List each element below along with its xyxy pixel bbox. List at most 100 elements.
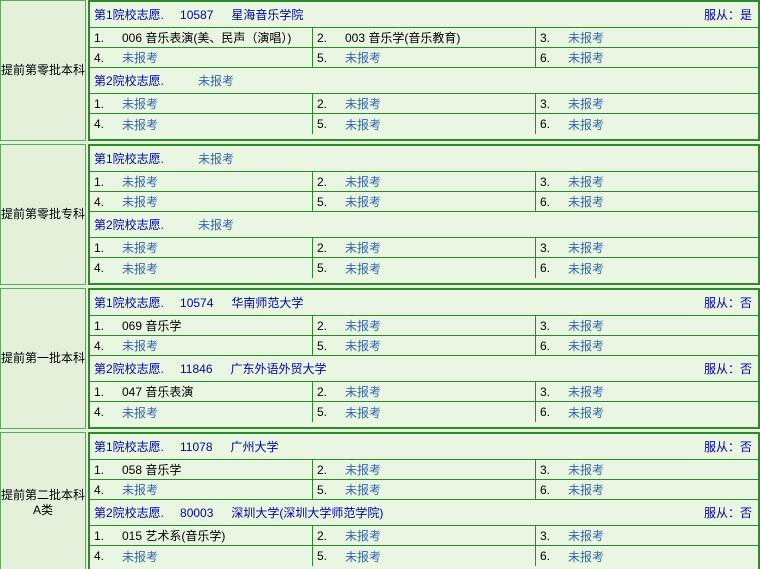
- majors-row: 1. 058 音乐学 2. 未报考 3. 未报考: [90, 460, 758, 480]
- major-cell: 2. 未报考: [313, 238, 536, 257]
- major-text: 未报考: [568, 405, 605, 420]
- major-cell: 1. 069 音乐学: [90, 316, 313, 335]
- major-number: 2.: [317, 240, 328, 255]
- batch-section-early-first-undergrad: 提前第一批本科 第1院校志愿. 10574 华南师范大学 服从：否 1. 069 …: [0, 288, 760, 429]
- major-cell: 1. 058 音乐学: [90, 460, 313, 479]
- major-number: 1.: [94, 384, 105, 399]
- major-cell: 3. 未报考: [536, 28, 758, 47]
- major-cell: 6. 未报考: [536, 48, 758, 67]
- major-cell: 1. 未报考: [90, 238, 313, 257]
- major-cell: 4. 未报考: [90, 546, 313, 566]
- major-number: 2.: [317, 384, 328, 399]
- batch-label: 提前第二批本科A类: [0, 432, 86, 569]
- college-choice-title: 第2院校志愿.: [94, 218, 165, 232]
- college-choice-header: 第1院校志愿. 11078 广州大学 服从：否: [90, 434, 758, 460]
- major-number: 1.: [94, 174, 105, 189]
- college-choice-header: 第2院校志愿. 80003 深圳大学(深圳大学师范学院) 服从：否: [90, 500, 758, 526]
- major-cell: 2. 未报考: [313, 526, 536, 545]
- major-number: 5.: [317, 405, 328, 419]
- college-choice-title: 第2院校志愿.: [94, 506, 165, 520]
- major-cell: 4. 未报考: [90, 258, 313, 278]
- major-number: 3.: [540, 30, 551, 45]
- majors-row: 1. 047 音乐表演 2. 未报考 3. 未报考: [90, 382, 758, 402]
- major-cell: 4. 未报考: [90, 48, 313, 67]
- college-name: 华南师范大学: [231, 296, 304, 310]
- major-text: 未报考: [345, 261, 382, 276]
- major-number: 3.: [540, 96, 551, 111]
- major-text: 未报考: [345, 175, 382, 189]
- major-number: 5.: [317, 117, 328, 131]
- major-number: 6.: [540, 50, 551, 65]
- batch-section-early-zero-undergrad: 提前第零批本科 第1院校志愿. 10587 星海音乐学院 服从：是 1. 006 …: [0, 0, 760, 141]
- major-number: 4.: [94, 261, 105, 275]
- major-cell: 6. 未报考: [536, 480, 758, 499]
- major-number: 6.: [540, 194, 551, 209]
- major-cell: 3. 未报考: [536, 316, 758, 335]
- college-choice-title: 第2院校志愿.: [94, 362, 165, 376]
- major-cell: 1. 047 音乐表演: [90, 382, 313, 401]
- major-cell: 5. 未报考: [313, 336, 536, 355]
- major-number: 4.: [94, 338, 105, 353]
- obey-status: 服从：否: [703, 506, 752, 520]
- batch-label: 提前第零批本科: [0, 0, 86, 141]
- choices-table: 第1院校志愿. 10574 华南师范大学 服从：否 1. 069 音乐学 2. 未报…: [88, 288, 760, 429]
- college-choice-title: 第1院校志愿.: [94, 296, 165, 310]
- majors-row: 1. 未报考 2. 未报考 3. 未报考: [90, 238, 758, 258]
- major-text: 未报考: [568, 31, 605, 45]
- major-cell: 5. 未报考: [313, 480, 536, 499]
- major-text: 未报考: [345, 463, 382, 477]
- major-text: 未报考: [122, 549, 159, 564]
- major-text: 未报考: [568, 241, 605, 255]
- major-number: 4.: [94, 482, 105, 497]
- majors-row: 4. 未报考 5. 未报考 6. 未报考: [90, 402, 758, 422]
- major-cell: 3. 未报考: [536, 382, 758, 401]
- college-choice-title: 第1院校志愿.: [94, 8, 165, 22]
- major-number: 6.: [540, 338, 551, 353]
- major-cell: 6. 未报考: [536, 192, 758, 211]
- major-number: 2.: [317, 318, 328, 333]
- major-text: 未报考: [568, 463, 605, 477]
- major-text: 未报考: [345, 195, 382, 209]
- batch-label: 提前第零批专科: [0, 144, 86, 285]
- major-cell: 2. 未报考: [313, 460, 536, 479]
- choices-table: 第1院校志愿. 未报考 1. 未报考 2. 未报考 3. 未报考 4. 未报考 5. 未报…: [88, 144, 760, 285]
- major-text: 未报考: [345, 51, 382, 65]
- major-text: 未报考: [122, 51, 159, 65]
- major-text: 未报考: [568, 117, 605, 132]
- major-text: 未报考: [345, 241, 382, 255]
- major-number: 5.: [317, 261, 328, 275]
- major-cell: 3. 未报考: [536, 460, 758, 479]
- obey-status: 服从：是: [703, 8, 752, 22]
- college-code: 11846: [180, 361, 213, 376]
- major-cell: 6. 未报考: [536, 402, 758, 422]
- major-number: 3.: [540, 462, 551, 477]
- major-cell: 4. 未报考: [90, 192, 313, 211]
- major-number: 2.: [317, 96, 328, 111]
- college-name: 未报考: [198, 74, 235, 88]
- major-text: 未报考: [345, 117, 382, 132]
- college-name: 未报考: [198, 218, 235, 232]
- major-cell: 5. 未报考: [313, 258, 536, 278]
- college-choice-header: 第2院校志愿. 未报考: [90, 68, 758, 94]
- major-cell: 5. 未报考: [313, 402, 536, 422]
- major-number: 5.: [317, 482, 328, 497]
- majors-row: 4. 未报考 5. 未报考 6. 未报考: [90, 546, 758, 566]
- majors-row: 4. 未报考 5. 未报考 6. 未报考: [90, 192, 758, 212]
- major-number: 5.: [317, 549, 328, 563]
- major-cell: 1. 未报考: [90, 172, 313, 191]
- major-cell: 3. 未报考: [536, 94, 758, 113]
- major-text: 未报考: [568, 97, 605, 111]
- major-cell: 4. 未报考: [90, 114, 313, 134]
- major-text: 未报考: [345, 339, 382, 353]
- major-cell: 6. 未报考: [536, 114, 758, 134]
- obey-status: 服从：否: [703, 440, 752, 454]
- major-text: 未报考: [568, 51, 605, 65]
- major-cell: 5. 未报考: [313, 114, 536, 134]
- majors-row: 1. 069 音乐学 2. 未报考 3. 未报考: [90, 316, 758, 336]
- major-number: 6.: [540, 482, 551, 497]
- major-number: 1.: [94, 240, 105, 255]
- major-text: 015 艺术系(音乐学): [122, 529, 226, 543]
- major-text: 未报考: [568, 549, 605, 564]
- major-text: 未报考: [345, 97, 382, 111]
